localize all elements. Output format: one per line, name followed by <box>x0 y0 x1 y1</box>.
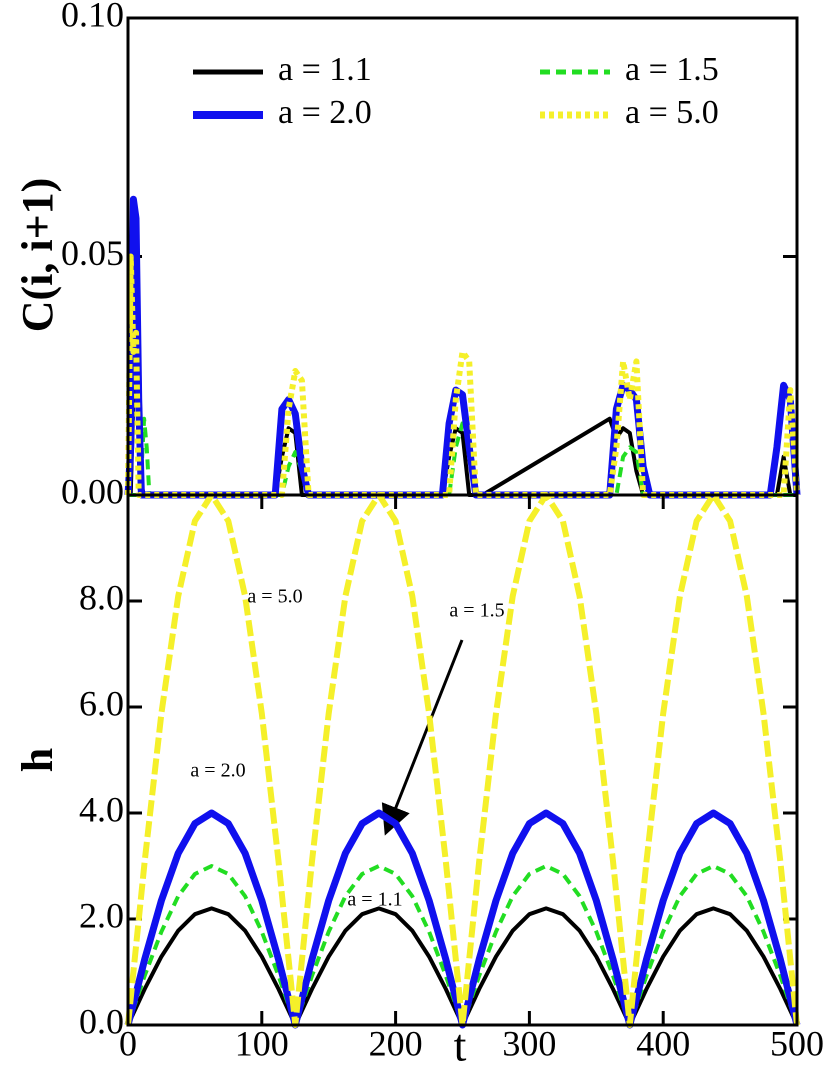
series-line <box>124 809 801 1029</box>
annotation: a = 2.0 <box>190 760 245 782</box>
legend-label: a = 1.5 <box>625 51 719 88</box>
x-tick-label: 200 <box>369 1023 423 1063</box>
annotation: a = 5.0 <box>247 586 302 608</box>
series-line <box>128 416 797 497</box>
legend-label: a = 1.1 <box>278 51 372 88</box>
legend-label: a = 2.0 <box>278 94 372 131</box>
y-tick-label: 4.0 <box>79 789 124 829</box>
annotation: a = 1.5 <box>449 600 504 622</box>
series-line <box>125 253 800 498</box>
series-line <box>125 492 800 1028</box>
x-tick-label: 300 <box>502 1023 556 1063</box>
y-axis-title: C(i, i+1) <box>13 178 62 333</box>
y-tick-label: 0.0 <box>79 1001 124 1041</box>
y-tick-label: 0.05 <box>61 233 124 273</box>
plot-frame <box>126 493 799 1027</box>
y-tick-label: 2.0 <box>79 895 124 935</box>
annotation-arrow <box>381 639 464 836</box>
y-tick-label: 8.0 <box>79 577 124 617</box>
y-tick-label: 0.00 <box>61 471 124 511</box>
x-tick-label: 500 <box>770 1023 824 1063</box>
x-tick-label: 100 <box>235 1023 289 1063</box>
x-tick-label: 0 <box>119 1023 137 1063</box>
x-tick-label: 400 <box>636 1023 690 1063</box>
legend-label: a = 5.0 <box>625 94 719 131</box>
y-axis-title: h <box>13 748 62 772</box>
annotation: a = 1.1 <box>347 889 402 911</box>
x-axis-title: t <box>454 1020 467 1070</box>
y-tick-label: 6.0 <box>79 683 124 723</box>
y-tick-label: 0.10 <box>61 0 124 34</box>
